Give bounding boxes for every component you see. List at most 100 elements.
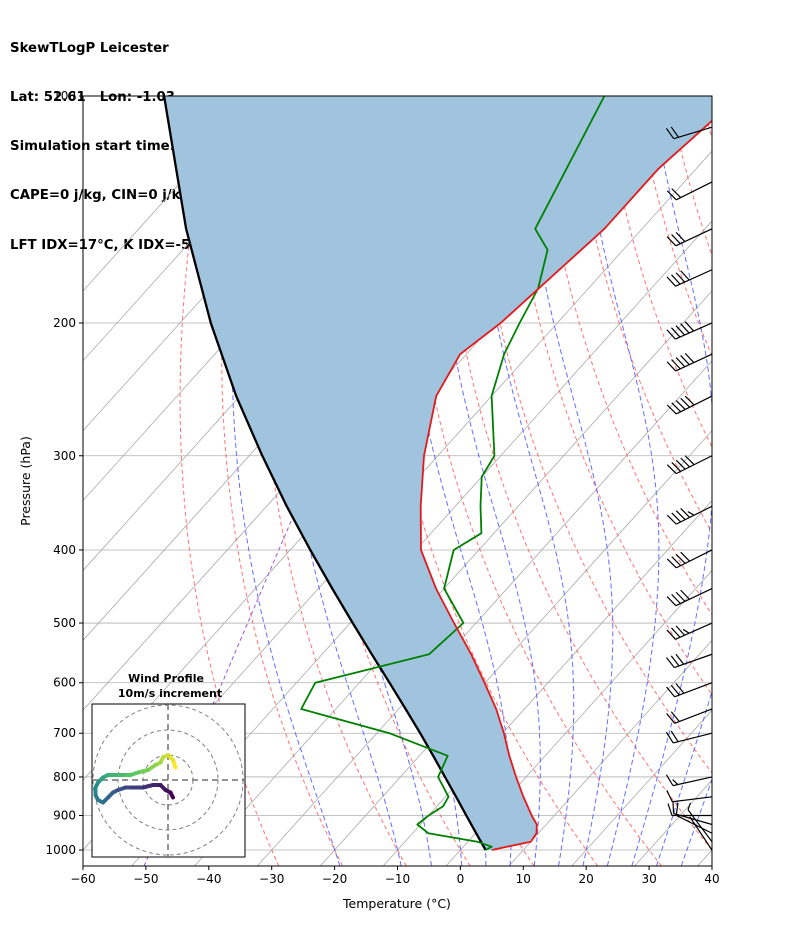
wind-barb-flag [671,359,681,370]
wind-barbs [665,126,713,851]
hodograph-subtitle: 10m/s increment [118,687,222,700]
wind-barb-flag [666,629,676,640]
wind-barb-shaft [675,228,713,247]
moist-adiabat-line [521,96,614,866]
hodograph-title: Wind Profile [128,672,204,685]
isotherm-line [257,360,712,866]
wind-barb-flag [675,459,686,470]
wind-barb-flag [684,455,695,466]
wind-barb-flag [666,657,675,668]
isotherm-line [508,639,712,866]
wind-barb-flag [670,655,680,667]
wind-barb-flag [684,395,695,406]
wind-barb-flag [675,554,686,564]
wind-barb-flag [671,327,681,338]
x-tick-label: −50 [133,872,158,886]
wind-barb-flag [671,593,681,604]
wind-barb-shaft [673,732,713,744]
x-tick-label: 40 [704,872,719,886]
wind-barb-flag [666,713,676,724]
isotherm-line [761,96,794,866]
wind-barb-flag [670,730,679,743]
wind-barb [687,802,713,843]
dry-adiabat-line [407,96,662,866]
wind-barb-shaft [675,549,713,569]
y-tick-label: 900 [53,809,76,823]
wind-barb-shaft [675,587,713,607]
wind-barb-flag [671,627,681,638]
y-tick-label: 300 [53,449,76,463]
moist-adiabat-line [680,777,712,866]
x-axis: −60 −50 −40 −30 −20 −10 0 10 20 30 40 [70,866,720,886]
wind-barb-flag [675,625,686,636]
y-tick-label: 200 [53,316,76,330]
cin-shade-area [164,96,712,850]
wind-barb-flag [675,325,685,336]
x-tick-label: −30 [259,872,284,886]
wind-barb [666,653,713,669]
wind-barb-shaft [674,653,713,669]
wind-barb-flag [666,790,673,803]
isotherm-line [194,290,712,866]
wind-barb-flag [675,683,685,694]
dry-adiabat-line [179,96,280,866]
wind-barb-flag [666,558,677,569]
dry-adiabat-line [767,96,794,866]
wind-barb-flag [665,774,674,786]
wind-barb-flag [670,126,679,138]
moist-adiabat-line [656,689,712,866]
y-tick-label: 800 [53,770,76,784]
wind-barb-shaft [674,682,713,698]
x-tick-label: −10 [385,872,410,886]
dry-adiabat-line [734,96,794,866]
wind-barb-flag [671,402,682,413]
wind-barb [666,587,713,607]
y-axis: 1000 900 800 700 600 500 400 300 200 100 [45,89,83,857]
wind-barb-flag [675,653,685,665]
wind-barb [689,816,713,851]
y-tick-label: 100 [53,89,76,103]
x-tick-label: 20 [579,872,594,886]
x-tick-label: 30 [641,872,656,886]
wind-barb-flag [687,511,695,516]
wind-barb-shaft [673,126,713,140]
wind-barb-flag [675,802,679,816]
dry-adiabat-line [505,96,712,696]
parcel-shade [164,96,712,850]
dry-adiabat-line [221,96,344,866]
x-axis-title: Temperature (°C) [342,896,451,911]
x-tick-label: 10 [516,872,531,886]
wind-barb-flag [670,684,680,696]
wind-barb-shaft [675,395,713,415]
wind-barb [666,708,713,724]
x-tick-label: 0 [457,872,465,886]
wind-barb [666,352,713,372]
wind-barb-flag [666,361,677,372]
y-tick-label: 600 [53,676,76,690]
wind-barb-flag [675,272,686,283]
wind-barb-flag [671,512,682,523]
dry-adiabat-line [668,96,712,257]
wind-barb-shaft [687,809,713,843]
y-tick-label: 500 [53,616,76,630]
wind-barb-flag [680,270,690,281]
wind-barb-shaft [675,814,713,834]
wind-barb [666,682,713,698]
wind-barb-flag [680,589,690,600]
wind-barb-flag [666,236,677,247]
wind-barb-flag [680,323,690,334]
wind-barb [665,126,713,140]
wind-barb-flag [684,352,695,363]
wind-barb-flag [671,274,681,285]
y-tick-label: 400 [53,543,76,557]
wind-barb-shaft [675,622,713,640]
isotherm-line [131,220,712,866]
isotherm-line [445,569,712,866]
dry-adiabat-line [571,96,712,534]
wind-barb [666,455,713,475]
wind-barb [665,774,713,787]
wind-barb-shaft [675,322,713,340]
temperature-line [419,119,712,851]
wind-barb-flag [670,711,680,722]
